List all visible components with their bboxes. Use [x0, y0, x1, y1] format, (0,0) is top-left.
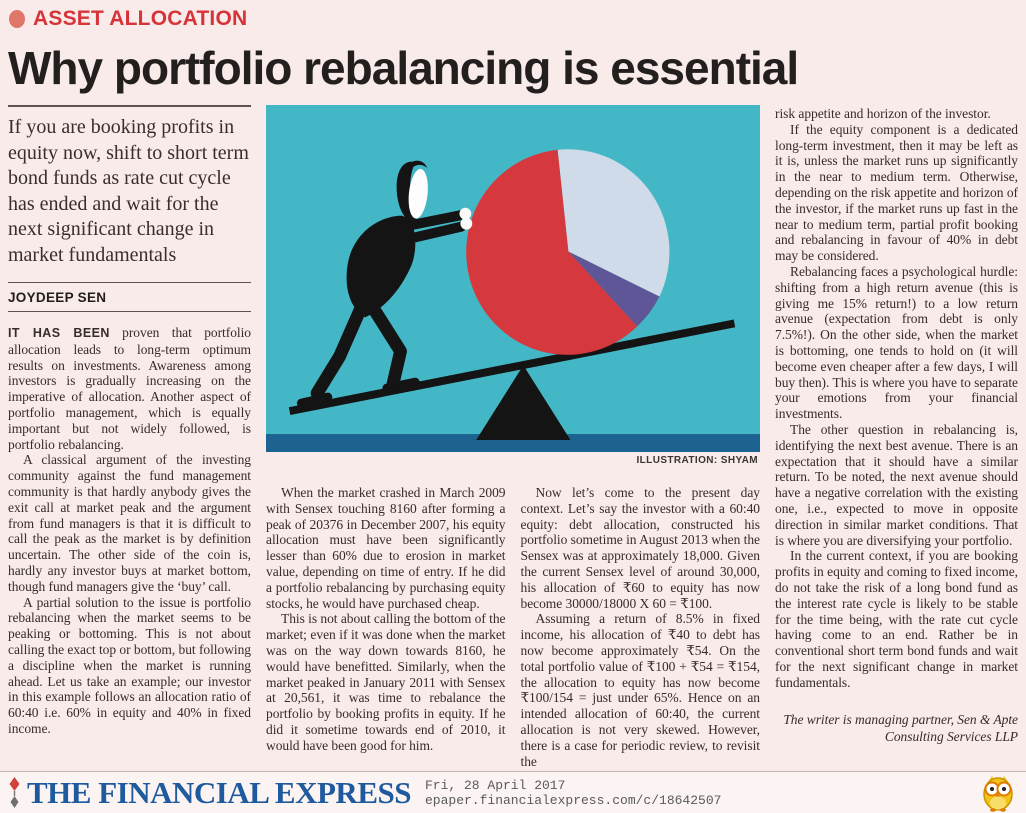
- epaper-footer: THE FINANCIAL EXPRESS Fri, 28 April 2017…: [0, 771, 1026, 813]
- epaper-url[interactable]: epaper.financialexpress.com/c/18642507: [424, 792, 722, 808]
- paragraph: If the equity component is a dedicated l…: [775, 121, 1018, 264]
- paragraph: When the market crashed in March 2009 wi…: [266, 485, 506, 611]
- paragraph-text: proven that portfolio allocation leads t…: [8, 325, 252, 452]
- standfirst: If you are booking profits in equity now…: [8, 105, 251, 282]
- paragraph: A partial solution to the issue is portf…: [8, 594, 251, 736]
- column-mid: ILLUSTRATION: SHYAM When the market cras…: [266, 105, 760, 769]
- masthead-title: THE FINANCIAL EXPRESS: [27, 774, 411, 810]
- column-1: If you are booking profits in equity now…: [8, 105, 251, 769]
- pushing-person-figure: [296, 160, 473, 408]
- column-4-body: risk appetite and horizon of the investo…: [775, 106, 1018, 745]
- paragraph: This is not about calling the bottom of …: [266, 611, 506, 753]
- kicker-dot-icon: [9, 10, 25, 28]
- writer-credit: The writer is managing partner, Sen & Ap…: [783, 712, 1018, 744]
- paragraph: Assuming a return of 8.5% in fixed incom…: [520, 611, 761, 769]
- paragraph: IT HAS BEEN proven that portfolio alloca…: [8, 325, 251, 452]
- paragraph: Now let’s come to the present day contex…: [520, 485, 761, 611]
- epaper-meta: Fri, 28 April 2017 epaper.financialexpre…: [425, 778, 721, 808]
- lead-in-text: IT HAS BEEN: [8, 326, 110, 340]
- paragraph: In the current context, if you are booki…: [775, 548, 1018, 690]
- article-columns: If you are booking profits in equity now…: [8, 105, 1018, 769]
- section-kicker: ASSET ALLOCATION: [33, 7, 248, 30]
- newspaper-page: ASSET ALLOCATION Why portfolio rebalanci…: [8, 7, 1018, 769]
- paragraph: The other question in rebalancing is, id…: [775, 421, 1018, 548]
- article-headline: Why portfolio rebalancing is essential: [8, 42, 799, 94]
- column-2-body: When the market crashed in March 2009 wi…: [266, 485, 506, 769]
- paragraph: risk appetite and horizon of the investo…: [775, 106, 991, 121]
- byline: JOYDEEP SEN: [8, 282, 251, 312]
- illustration-credit: ILLUSTRATION: SHYAM: [636, 455, 758, 466]
- seesaw-pie-illustration-image: [266, 105, 760, 452]
- masthead-group: THE FINANCIAL EXPRESS: [8, 775, 411, 811]
- column-1-body: IT HAS BEEN proven that portfolio alloca…: [8, 325, 251, 737]
- section-kicker-row: ASSET ALLOCATION: [9, 7, 1018, 31]
- masthead-emblem-icon: [9, 776, 20, 808]
- epaper-date: Fri, 28 April 2017: [424, 777, 566, 793]
- mid-text-columns: When the market crashed in March 2009 wi…: [266, 472, 760, 769]
- column-4: risk appetite and horizon of the investo…: [775, 105, 1018, 769]
- owl-mascot-icon: [983, 775, 1013, 812]
- illustration: ILLUSTRATION: SHYAM: [266, 105, 760, 466]
- paragraph: Rebalancing faces a psychological hurdle…: [775, 263, 1018, 422]
- paragraph: A classical argument of the investing co…: [8, 452, 251, 594]
- column-3-body: Now let’s come to the present day contex…: [521, 485, 761, 769]
